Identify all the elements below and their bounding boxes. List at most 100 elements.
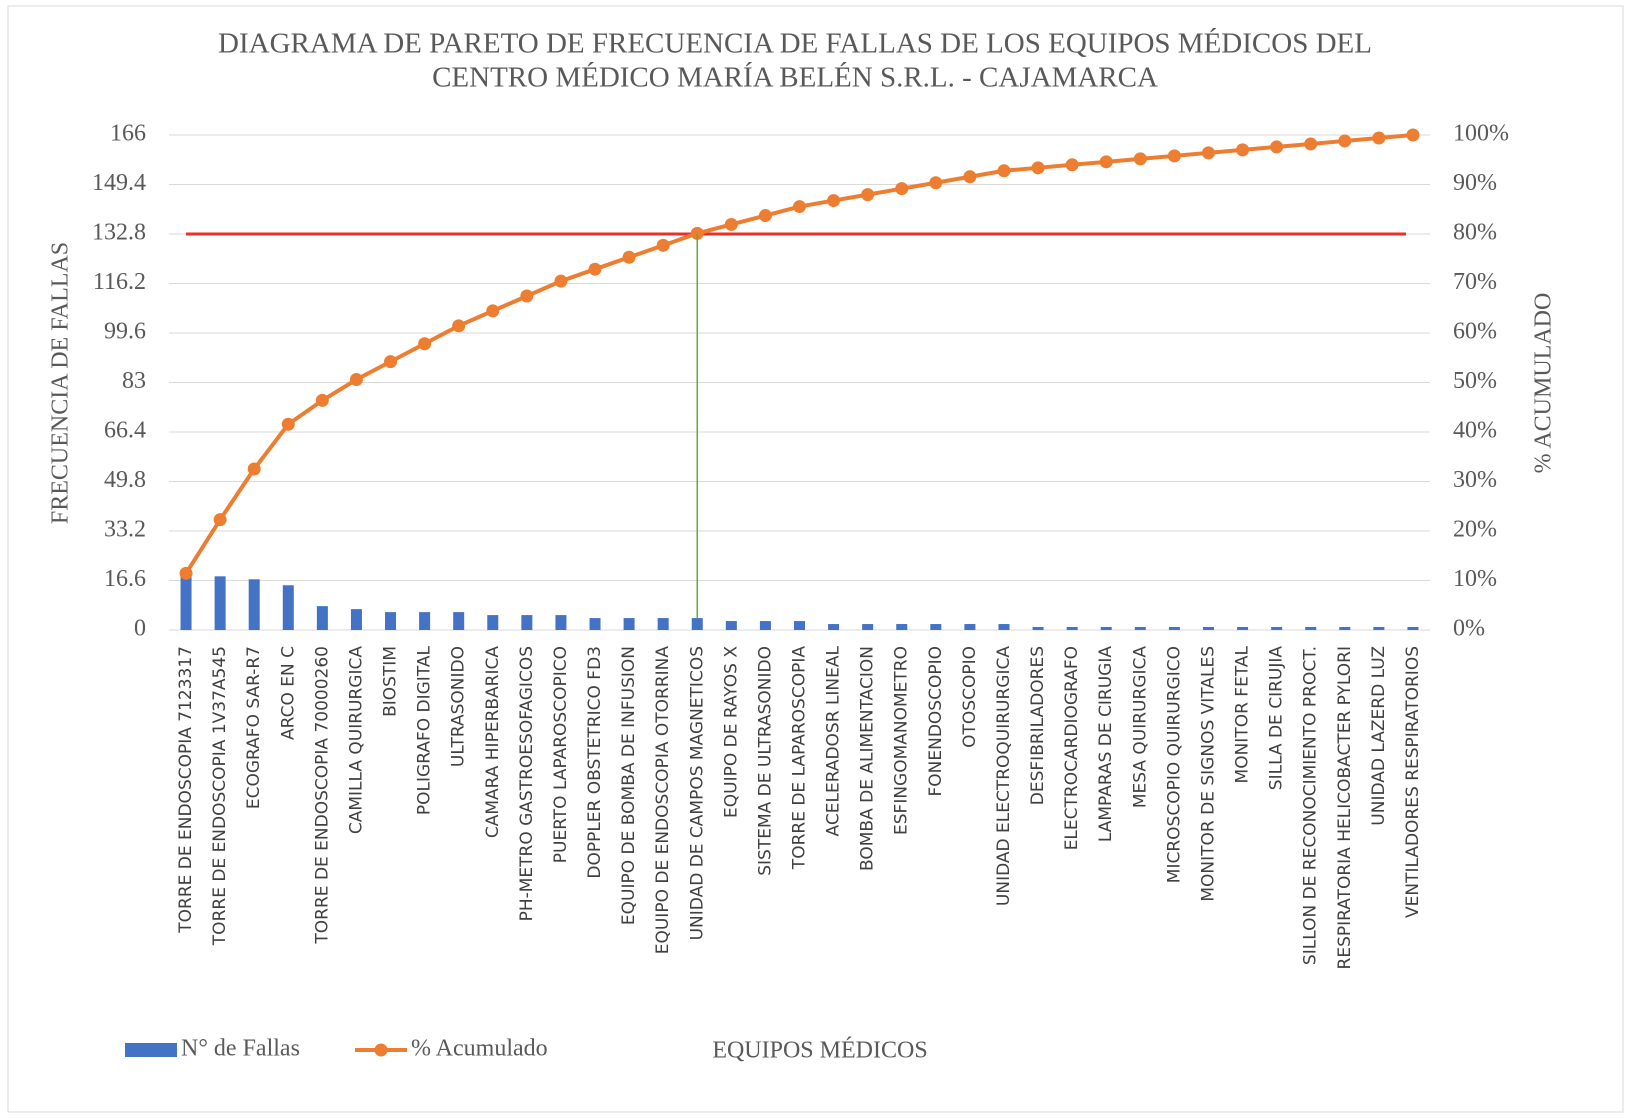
line-marker <box>1304 137 1318 151</box>
line-marker <box>315 393 329 407</box>
y2-tick-label: 20% <box>1453 517 1497 543</box>
line-marker <box>1133 152 1147 166</box>
y-tick-label: 49.8 <box>104 467 146 493</box>
y-tick-label: 99.6 <box>104 319 146 345</box>
bar <box>248 579 260 630</box>
line-marker <box>929 176 943 190</box>
bar <box>725 621 737 630</box>
legend-label: % Acumulado <box>411 1036 548 1062</box>
chart-title: CENTRO MÉDICO MARÍA BELÉN S.R.L. - CAJAM… <box>432 61 1158 94</box>
bar <box>1066 627 1078 630</box>
y2-tick-label: 90% <box>1453 170 1497 196</box>
line-marker <box>418 337 432 351</box>
x-tick-label: VENTILADORES RESPIRATORIOS <box>1403 646 1423 918</box>
x-tick-label: POLIGRAFO DIGITAL <box>415 645 435 815</box>
bar <box>896 624 908 630</box>
chart-title: DIAGRAMA DE PARETO DE FRECUENCIA DE FALL… <box>218 27 1372 60</box>
line-marker <box>1236 143 1250 157</box>
bar <box>1202 627 1214 630</box>
bar <box>1100 627 1112 630</box>
bar <box>794 621 805 630</box>
x-tick-label: SISTEMA DE ULTRASONIDO <box>755 646 775 876</box>
line-marker <box>997 164 1011 178</box>
line-marker <box>1031 161 1045 175</box>
bar <box>453 612 465 630</box>
line-marker <box>1338 134 1352 148</box>
x-tick-label: RESPIRATORIA HELICOBACTER PYLORI <box>1335 646 1355 969</box>
x-tick-label: DESFIBRILADORES <box>1028 646 1048 805</box>
y2-tick-label: 80% <box>1453 220 1497 246</box>
x-tick-label: UNIDAD LAZERD LUZ <box>1369 646 1389 826</box>
y2-tick-label: 70% <box>1453 269 1497 295</box>
line-marker <box>724 217 738 231</box>
x-tick-label: ARCO EN C <box>278 646 298 740</box>
bar <box>1407 627 1419 630</box>
bar <box>1237 627 1249 630</box>
line-marker <box>384 355 398 369</box>
legend-swatch <box>374 1043 388 1057</box>
line-marker <box>1406 128 1420 142</box>
y-tick-label: 0 <box>134 616 146 642</box>
bar <box>862 624 874 630</box>
bar <box>316 606 328 630</box>
x-tick-label: ELECTROCARDIOGRAFO <box>1062 646 1082 850</box>
bar <box>1134 627 1146 630</box>
bar <box>998 624 1010 630</box>
line-marker <box>1099 155 1113 169</box>
line-marker <box>690 226 704 240</box>
bar <box>691 618 703 630</box>
x-tick-label: TORRE DE ENDOSCOPIA 7123317 <box>176 646 196 934</box>
line-marker <box>622 250 636 264</box>
x-tick-label: LAMPARAS DE CIRUGIA <box>1096 646 1116 842</box>
line-marker <box>758 209 772 223</box>
bar <box>964 624 976 630</box>
line-marker <box>247 462 261 476</box>
line-marker <box>827 194 841 208</box>
bar <box>759 621 771 630</box>
y2-axis-title: % ACUMULADO <box>1531 293 1557 474</box>
x-tick-label: EQUIPO DE BOMBA DE INFUSION <box>619 646 639 925</box>
y-tick-label: 116.2 <box>93 269 146 295</box>
x-tick-label: UNIDAD DE CAMPOS MAGNETICOS <box>687 646 707 940</box>
x-tick-label: EQUIPO DE ENDOSCOPIA OTORRINA <box>653 646 673 955</box>
x-tick-label: ACELERADOSR LINEAL <box>824 645 844 836</box>
bar <box>350 609 362 630</box>
y-tick-label: 132.8 <box>92 220 146 246</box>
y-tick-label: 149.4 <box>92 170 146 196</box>
y2-tick-label: 10% <box>1453 566 1497 592</box>
line-marker <box>1167 149 1181 163</box>
x-tick-label: TORRE DE ENDOSCOPIA 1V37A545 <box>210 646 230 946</box>
x-tick-label: BOMBA DE ALIMENTACION <box>858 646 878 871</box>
x-tick-label: BIOSTIM <box>381 646 401 717</box>
y2-tick-label: 100% <box>1453 121 1509 147</box>
x-tick-label: UNIDAD ELECTROQUIRURGICA <box>994 646 1014 906</box>
y2-tick-label: 50% <box>1453 368 1497 394</box>
bar <box>282 585 294 630</box>
bar <box>521 615 533 630</box>
line-marker <box>281 417 295 431</box>
x-tick-label: EQUIPO DE RAYOS X <box>721 646 741 818</box>
x-tick-label: TORRE DE LAPAROSCOPIA <box>790 646 810 871</box>
line-marker <box>963 170 977 184</box>
bar <box>930 624 942 630</box>
x-tick-label: SILLA DE CIRUJIA <box>1267 646 1287 791</box>
line-marker <box>588 262 602 276</box>
line-marker <box>895 182 909 196</box>
line-marker <box>793 200 806 214</box>
x-tick-label: PUERTO LAPAROSCOPICO <box>551 646 571 863</box>
bar <box>487 615 499 630</box>
bar <box>828 624 840 630</box>
line-marker <box>179 566 193 580</box>
x-tick-label: MONITOR DE SIGNOS VITALES <box>1198 646 1218 902</box>
chart-border <box>7 5 1624 1113</box>
bar <box>1032 627 1044 630</box>
line-marker <box>1065 158 1079 172</box>
bar <box>1339 627 1351 630</box>
x-tick-label: ESFINGOMANOMETRO <box>892 646 912 835</box>
x-tick-label: TORRE DE ENDOSCOPIA 70000260 <box>312 646 332 945</box>
x-tick-label: ECOGRAFO SAR-R7 <box>244 646 264 809</box>
x-tick-label: CAMARA HIPERBARICA <box>483 646 503 839</box>
y-axis-title: FRECUENCIA DE FALLAS <box>48 242 74 524</box>
bar <box>419 612 431 630</box>
